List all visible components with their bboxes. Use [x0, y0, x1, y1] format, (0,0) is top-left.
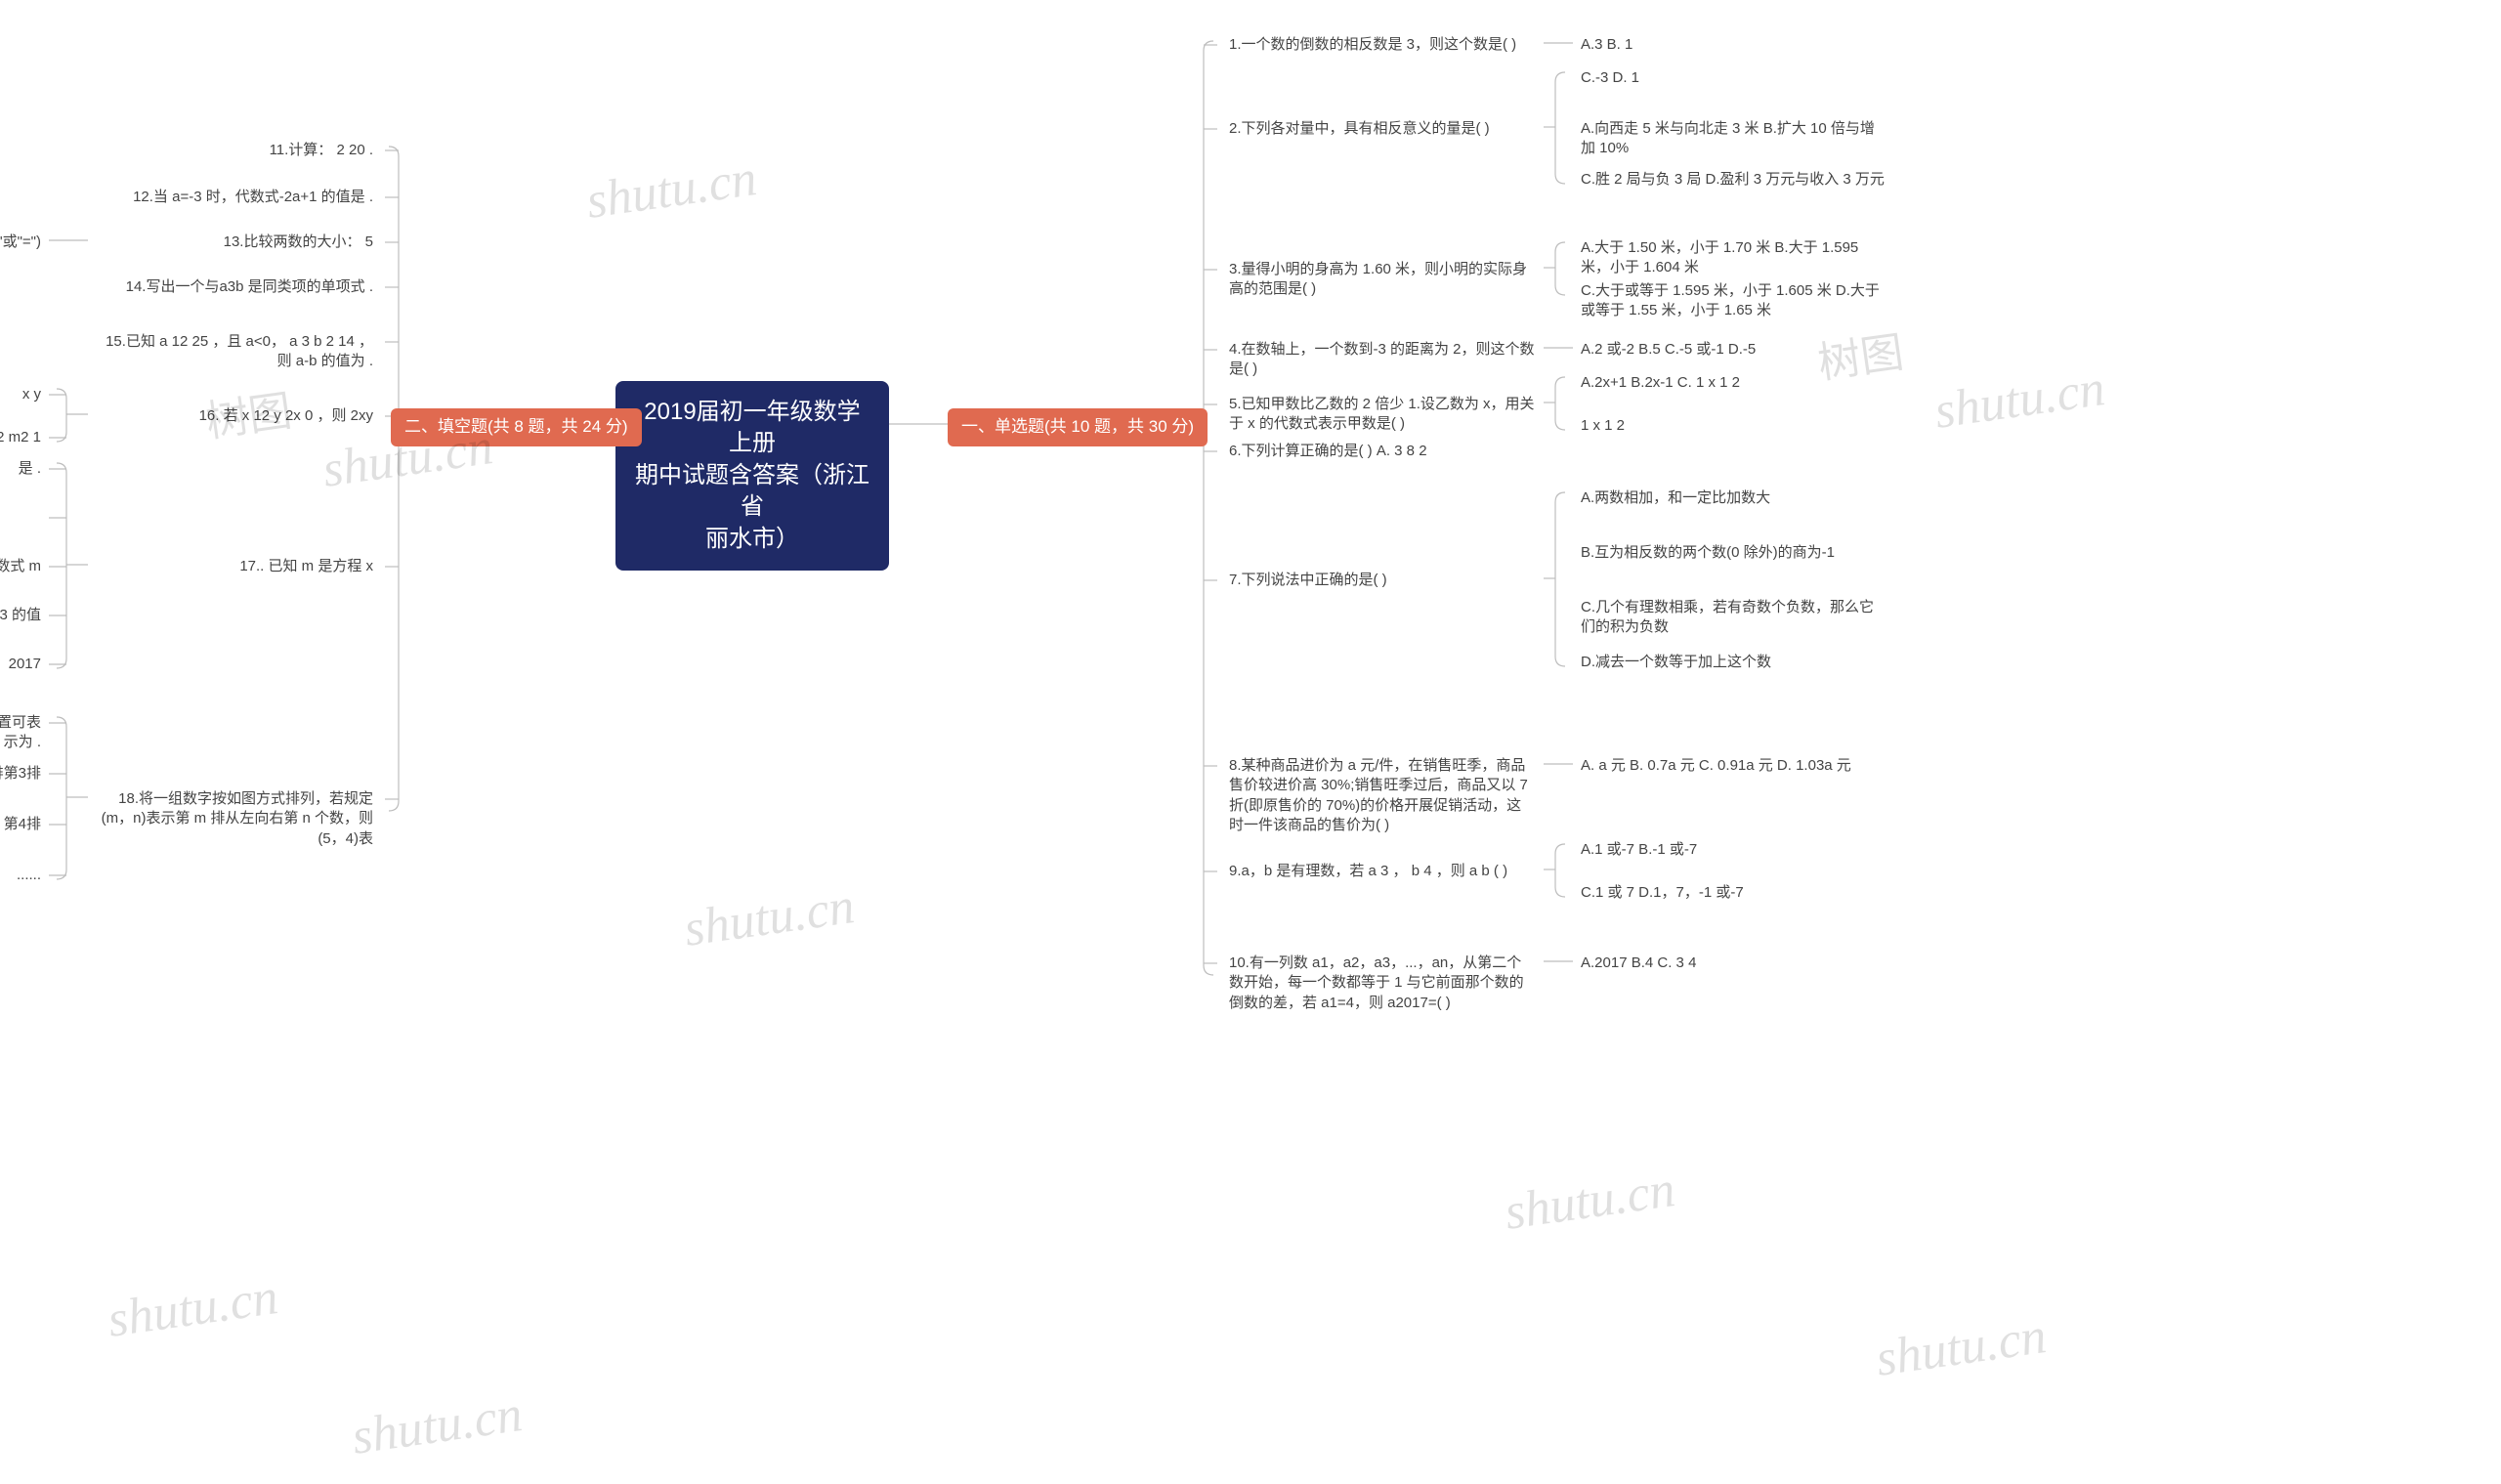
category-right-label: 一、单选题(共 10 题，共 30 分) — [961, 417, 1194, 436]
mindmap-canvas: 2019届初一年级数学上册 期中试题含答案（浙江省 丽水市） 一、单选题(共 1… — [0, 0, 2501, 1484]
category-left[interactable]: 二、填空题(共 8 题，共 24 分) — [391, 408, 642, 446]
question-node: 15.已知 a 12 25 ，且 a<0， a 3 b 2 14 ，则 a-b … — [88, 328, 381, 376]
option-node: 是 . — [0, 455, 49, 483]
option-node: 7 (填"<"">"或"=") — [0, 229, 49, 256]
category-right[interactable]: 一、单选题(共 10 题，共 30 分) — [948, 408, 1208, 446]
option-node: A.大于 1.50 米，小于 1.70 米 B.大于 1.595 米，小于 1.… — [1573, 234, 1895, 282]
option-node: C.大于或等于 1.595 米，小于 1.605 米 D.大于或等于 1.55 … — [1573, 277, 1895, 325]
option-node: A.两数相加，和一定比加数大 — [1573, 485, 1778, 512]
option-node: x y — [0, 381, 49, 408]
connector-layer — [0, 0, 2501, 1484]
option-node: A.3 B. 1 — [1573, 31, 1640, 59]
question-node: 11.计算： 2 20 . — [88, 137, 381, 164]
option-node: 2017x 1 的一个根，则代数式 m — [0, 553, 49, 580]
question-node: 18.将一组数字按如图方式排列，若规定(m，n)表示第 m 排从左向右第 n 个… — [88, 785, 381, 853]
question-node: 9.a，b 是有理数，若 a 3 ， b 4 ，则 a b ( ) — [1221, 858, 1515, 885]
option-node: A. a 元 B. 0.7a 元 C. 0.91a 元 D. 1.03a 元 — [1573, 752, 1859, 780]
option-node: 第1排第2排第3排 — [0, 760, 49, 787]
watermark: shutu.cn — [681, 877, 858, 958]
question-node: 2.下列各对量中，具有相反意义的量是( ) — [1221, 115, 1498, 143]
option-node: C.胜 2 局与负 3 局 D.盈利 3 万元与收入 3 万元 — [1573, 166, 1892, 193]
option-node: A.1 或-7 B.-1 或-7 — [1573, 836, 1705, 864]
center-title-line3: 丽水市） — [633, 524, 871, 555]
option-node: C.1 或 7 D.1，7，-1 或-7 — [1573, 879, 1752, 907]
question-node: 12.当 a=-3 时，代数式-2a+1 的值是 . — [88, 184, 381, 211]
center-title-line2: 期中试题含答案（浙江省 — [633, 460, 871, 524]
question-node: 13.比较两数的大小： 5 — [88, 229, 381, 256]
question-node: 16. 若 x 12 y 2x 0 ，则 2xy — [88, 403, 381, 430]
question-node: 3.量得小明的身高为 1.60 米，则小明的实际身高的范围是( ) — [1221, 256, 1544, 304]
watermark: shutu.cn — [105, 1268, 281, 1349]
question-node: 14.写出一个与a3b 是同类项的单项式 . — [88, 274, 381, 301]
watermark: shutu.cn — [1502, 1161, 1678, 1242]
watermark: shutu.cn — [583, 149, 760, 231]
option-node: 2 m2 1 — [0, 424, 49, 451]
watermark: shutu.cn — [1931, 360, 2108, 441]
option-node: D.减去一个数等于加上这个数 — [1573, 649, 1779, 676]
question-node: 1.一个数的倒数的相反数是 3，则这个数是( ) — [1221, 31, 1524, 59]
question-node: 17.. 已知 m 是方程 x — [88, 553, 381, 580]
option-node: 第4排 — [0, 811, 49, 838]
center-node: 2019届初一年级数学上册 期中试题含答案（浙江省 丽水市） — [615, 381, 889, 571]
option-node: A.2x+1 B.2x-1 C. 1 x 1 2 — [1573, 369, 1748, 397]
option-node — [0, 504, 49, 512]
option-node: 示的数是 ;数 m 2 (m≥3)所在的位置可表示为 . — [0, 709, 49, 757]
question-node: 8.某种商品进价为 a 元/件，在销售旺季，商品售价较进价高 30%;销售旺季过… — [1221, 752, 1544, 839]
option-node: C.-3 D. 1 — [1573, 64, 1647, 92]
question-node: 4.在数轴上，一个数到-3 的距离为 2，则这个数是( ) — [1221, 336, 1544, 384]
question-node: 10.有一列数 a1，a2，a3，...，an，从第二个数开始，每一个数都等于 … — [1221, 950, 1544, 1017]
watermark: 树图 — [1813, 317, 1907, 391]
question-node: 7.下列说法中正确的是( ) — [1221, 567, 1395, 594]
center-title-line1: 2019届初一年级数学上册 — [633, 397, 871, 460]
option-node: ...... — [0, 862, 49, 889]
option-node: 2017 — [0, 651, 49, 678]
watermark: shutu.cn — [349, 1385, 526, 1466]
option-node: C.几个有理数相乘，若有奇数个负数，那么它们的积为负数 — [1573, 594, 1895, 642]
option-node: B.互为相反数的两个数(0 除外)的商为-1 — [1573, 539, 1843, 567]
category-left-label: 二、填空题(共 8 题，共 24 分) — [404, 417, 628, 436]
question-node: 6.下列计算正确的是( ) A. 3 8 2 — [1221, 438, 1435, 465]
option-node: A.2017 B.4 C. 3 4 — [1573, 950, 1704, 977]
watermark: shutu.cn — [1873, 1307, 2050, 1388]
question-node: 5.已知甲数比乙数的 2 倍少 1.设乙数为 x，用关于 x 的代数式表示甲数是… — [1221, 391, 1544, 439]
option-node: A.向西走 5 米与向北走 3 米 B.扩大 10 倍与增加 10% — [1573, 115, 1895, 163]
option-node: A.2 或-2 B.5 C.-5 或-1 D.-5 — [1573, 336, 1763, 363]
option-node: 2018m 3 的值 — [0, 602, 49, 629]
option-node: 1 x 1 2 — [1573, 412, 1632, 440]
